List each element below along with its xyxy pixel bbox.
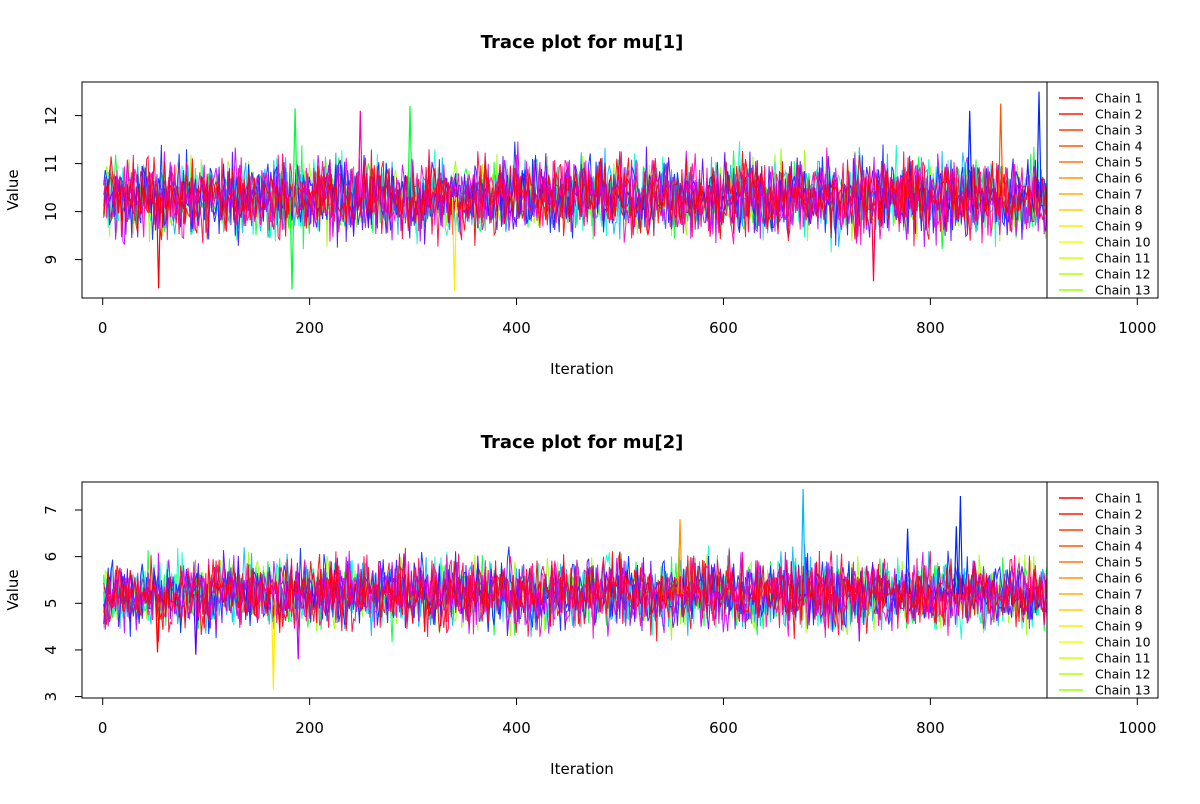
legend-label-chain-13: Chain 13	[1095, 283, 1151, 298]
legend-label-chain-1: Chain 1	[1095, 91, 1143, 106]
trace-spike-2	[998, 103, 1004, 198]
legend-label-chain-4: Chain 4	[1095, 139, 1143, 154]
y-axis-label: Value	[4, 569, 22, 610]
trace-spike-5	[905, 528, 911, 595]
y-tick-label: 9	[42, 255, 60, 265]
trace-spike-6	[451, 197, 458, 291]
legend-box	[1046, 81, 1159, 299]
trace-spike-4	[407, 105, 413, 198]
legend-label-chain-7: Chain 7	[1095, 187, 1143, 202]
legend-label-chain-3: Chain 3	[1095, 523, 1143, 538]
y-tick-label: 5	[42, 599, 60, 609]
trace-plot-panel-mu2: 0 200 400 600 800 1000 3 4 5 6 7 Trace plot for mu[…	[4, 432, 1159, 778]
legend-label-chain-9: Chain 9	[1095, 219, 1143, 234]
trace-lines	[103, 91, 1047, 291]
trace-spike-3	[292, 108, 298, 198]
x-tick-label: 0	[98, 719, 108, 737]
trace-lines	[103, 488, 1047, 690]
trace-spike-3	[270, 593, 276, 690]
trace-spike-10	[967, 110, 973, 198]
trace-spike-8	[870, 197, 877, 282]
x-tick-label: 600	[709, 719, 738, 737]
trace-spike-1	[1036, 91, 1042, 198]
y-tick-label: 4	[42, 645, 60, 655]
legend-label-chain-2: Chain 2	[1095, 107, 1143, 122]
x-axis-label: Iteration	[550, 760, 614, 778]
trace-spike-2	[957, 495, 963, 595]
legend-label-chain-5: Chain 5	[1095, 555, 1143, 570]
legend-label-chain-5: Chain 5	[1095, 155, 1143, 170]
legend-label-chain-11: Chain 11	[1095, 251, 1151, 266]
trace-spike-4	[677, 519, 683, 595]
legend-label-chain-12: Chain 12	[1095, 267, 1151, 282]
y-tick-label: 7	[42, 505, 60, 515]
y-tick-label: 3	[42, 692, 60, 702]
trace-spike-9	[357, 110, 363, 198]
x-tick-label: 400	[502, 319, 531, 337]
trace-spike-5	[156, 197, 162, 289]
legend-label-chain-8: Chain 8	[1095, 203, 1143, 218]
trace-spike-7	[289, 197, 295, 290]
trace-spike-8	[295, 593, 301, 660]
x-tick-label: 800	[916, 319, 945, 337]
legend-label-chain-2: Chain 2	[1095, 507, 1143, 522]
x-tick-label: 200	[295, 719, 324, 737]
y-tick-label: 12	[42, 106, 60, 125]
legend-label-chain-8: Chain 8	[1095, 603, 1143, 618]
legend-label-chain-10: Chain 10	[1095, 235, 1151, 250]
legend-label-chain-6: Chain 6	[1095, 571, 1143, 586]
legend-label-chain-7: Chain 7	[1095, 587, 1143, 602]
trace-spike-9	[154, 593, 161, 653]
legend-label-chain-13: Chain 13	[1095, 683, 1151, 698]
y-tick-label: 6	[42, 552, 60, 562]
x-tick-label: 600	[709, 319, 738, 337]
trace-spike-1	[800, 488, 806, 595]
legend-label-chain-12: Chain 12	[1095, 667, 1151, 682]
x-tick-label: 800	[916, 719, 945, 737]
chart-title: Trace plot for mu[1]	[481, 32, 684, 53]
chart-title: Trace plot for mu[2]	[481, 432, 684, 453]
legend-label-chain-6: Chain 6	[1095, 171, 1143, 186]
legend-label-chain-11: Chain 11	[1095, 651, 1151, 666]
legend-box	[1046, 481, 1159, 699]
trace-line-10	[103, 551, 1047, 642]
x-tick-label: 200	[295, 319, 324, 337]
x-tick-label: 1000	[1118, 319, 1156, 337]
x-axis-label: Iteration	[550, 360, 614, 378]
trace-spike-6	[953, 526, 959, 595]
trace-line-10	[103, 149, 1047, 246]
y-tick-label: 10	[42, 202, 60, 221]
trace-plot-panel-mu1: 0 200 400 600 800 1000 9 10 11 12 Trace plot for m…	[4, 32, 1159, 378]
y-tick-label: 11	[42, 154, 60, 173]
trace-spike-7	[193, 593, 199, 655]
legend-label-chain-4: Chain 4	[1095, 539, 1143, 554]
legend-label-chain-10: Chain 10	[1095, 635, 1151, 650]
legend-label-chain-9: Chain 9	[1095, 619, 1143, 634]
legend-label-chain-3: Chain 3	[1095, 123, 1143, 138]
x-tick-label: 400	[502, 719, 531, 737]
x-tick-label: 0	[98, 319, 108, 337]
y-axis-label: Value	[4, 169, 22, 210]
x-tick-label: 1000	[1118, 719, 1156, 737]
legend-label-chain-1: Chain 1	[1095, 491, 1143, 506]
